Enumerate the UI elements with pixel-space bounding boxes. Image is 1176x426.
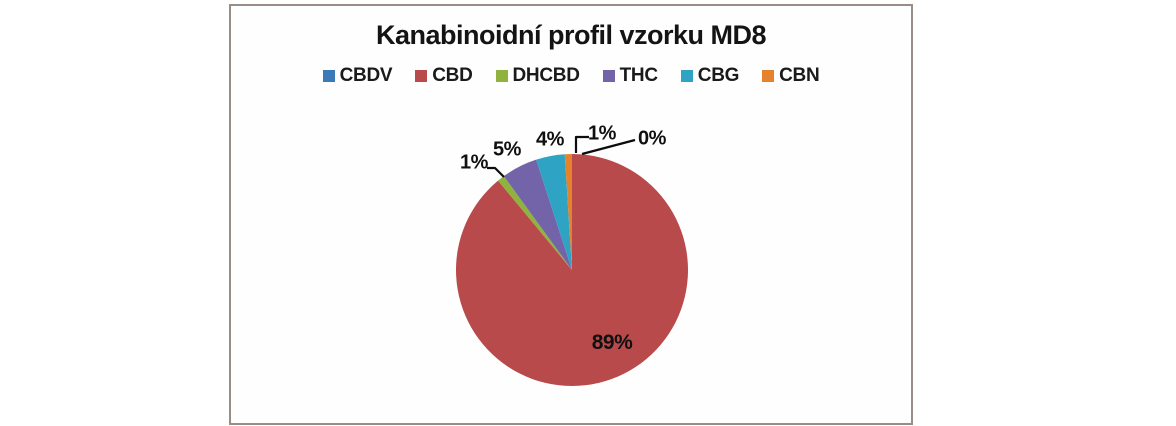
pie-slice-thc [503, 159, 572, 270]
pie-wedges [456, 154, 689, 387]
legend-swatch-cbg [680, 70, 693, 82]
legend-item-cbdv: CBDV [322, 65, 393, 87]
pie-slice-cbg [536, 154, 572, 270]
data-label-cbg: 4% [536, 128, 564, 151]
legend-swatch-dhcbd [495, 70, 508, 82]
leader-line-cbn [574, 135, 589, 153]
legend-label-cbg: CBG [697, 65, 740, 86]
legend-item-dhcbd: DHCBD [495, 65, 580, 87]
legend-item-cbd: CBD [415, 65, 473, 87]
chart-title: Kanabinoidní profil vzorku MD8 [375, 20, 767, 50]
pie-slice-cbd [456, 154, 689, 387]
legend-label-cbdv: CBDV [339, 65, 393, 86]
legend-item-thc: THC [602, 65, 658, 87]
pie-slice-dhcbd [498, 176, 572, 270]
data-label-dhcbd: 1% [460, 151, 488, 174]
data-label-thc: 5% [493, 138, 521, 161]
pie-slice-cbn [564, 154, 572, 270]
legend: CBDV CBD DHCBD THC CBG CBN [231, 65, 911, 87]
legend-item-cbg: CBG [680, 65, 740, 87]
data-label-cbd: 89% [591, 331, 633, 354]
legend-label-thc: THC [619, 65, 658, 86]
legend-swatch-thc [602, 70, 615, 82]
legend-swatch-cbd [415, 70, 428, 82]
legend-label-cbd: CBD [432, 65, 473, 86]
pie-chart-figure: Kanabinoidní profil vzorku MD8 CBDV CBD DH… [229, 4, 913, 425]
data-label-cbdv: 0% [638, 127, 666, 150]
legend-swatch-cbn [762, 70, 775, 82]
legend-swatch-cbdv [322, 70, 335, 82]
data-label-cbn: 1% [588, 122, 616, 145]
legend-label-dhcbd: DHCBD [512, 65, 580, 86]
legend-label-cbn: CBN [779, 65, 820, 86]
legend-item-cbn: CBN [762, 65, 820, 87]
leader-line-dhcbd [487, 166, 505, 178]
